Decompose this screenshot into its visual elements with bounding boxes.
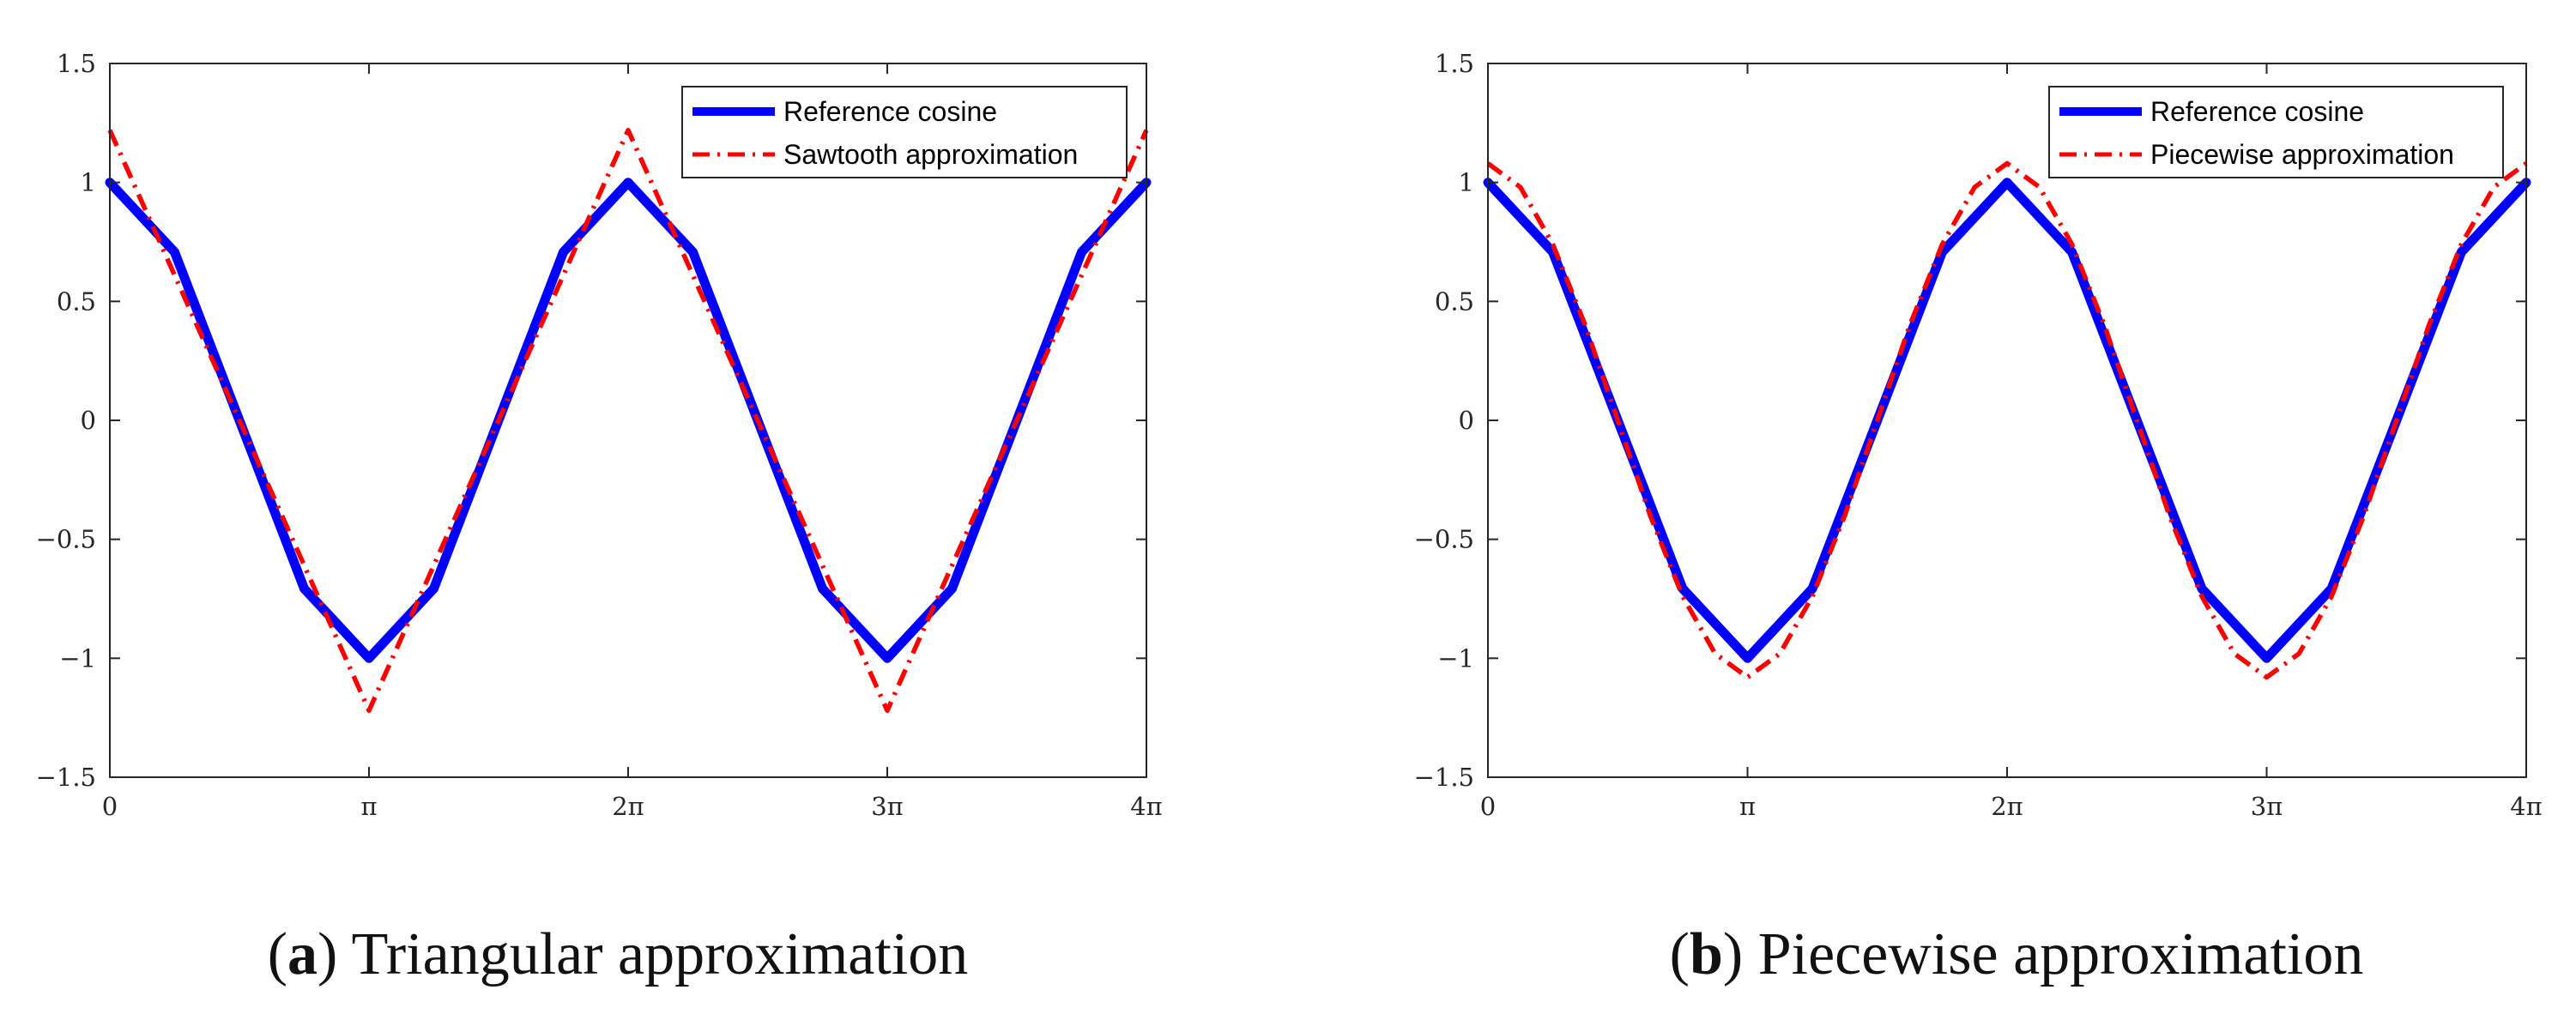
approximation-line xyxy=(107,127,1149,714)
legend-label-0: Reference cosine xyxy=(783,96,997,127)
y-tick-label: 1 xyxy=(1459,168,1474,197)
y-tick-label: −0.5 xyxy=(36,525,96,554)
x-tick-label: 2π xyxy=(1991,792,2023,821)
y-tick-label: −1 xyxy=(59,643,96,673)
caption-close-paren: ) xyxy=(317,921,352,987)
y-tick-label: 1 xyxy=(81,168,96,197)
chart-panel-b: 0 π 2π 3π 4π 1.5 1 0.5 0 −0.5 −1 −1.5 Reference cosi… xyxy=(1414,49,2543,987)
series-1-group xyxy=(1486,160,2528,680)
legend-label-1: Sawtooth approximation xyxy=(783,139,1078,170)
y-tick-label: −0.5 xyxy=(1414,525,1474,554)
caption-text: Triangular approximation xyxy=(352,921,969,987)
panel-caption: (a) Triangular approximation xyxy=(268,921,969,987)
caption-letter: a xyxy=(287,921,317,987)
x-tick-label: 0 xyxy=(1480,792,1496,821)
series-1-group xyxy=(107,127,1149,714)
legend: Reference cosine Sawtooth approximation xyxy=(681,86,1128,178)
y-tick-label: 0 xyxy=(81,406,96,435)
x-tick-label: 2π xyxy=(612,792,644,821)
legend-label-0: Reference cosine xyxy=(2150,96,2364,127)
y-tick-label: −1.5 xyxy=(36,763,96,792)
y-tick-label: 0 xyxy=(1459,406,1474,435)
y-tick-label: 1.5 xyxy=(57,49,96,78)
x-tick-label: π xyxy=(360,792,377,821)
x-tick-label: 0 xyxy=(102,792,118,821)
x-tick-label: 4π xyxy=(1130,792,1163,821)
caption-text: Piecewise approximation xyxy=(1758,921,2364,987)
legend: Reference cosine Piecewise approximation xyxy=(2048,86,2504,178)
caption-open-paren: ( xyxy=(1670,921,1690,987)
chart-panel-a: 0 π 2π 3π 4π 1.5 1 0.5 0 −0.5 −1 −1.5 Reference cosi… xyxy=(36,49,1163,987)
caption-open-paren: ( xyxy=(268,921,287,987)
y-tick-label: −1 xyxy=(1437,643,1474,673)
legend-box xyxy=(681,86,1128,178)
caption-close-paren: ) xyxy=(1723,921,1758,987)
x-tick-label: 3π xyxy=(871,792,904,821)
approximation-line xyxy=(1486,160,2528,680)
y-tick-label: −1.5 xyxy=(1414,763,1474,792)
panel-caption: (b) Piecewise approximation xyxy=(1670,921,2364,987)
x-tick-label: π xyxy=(1739,792,1756,821)
y-tick-label: 0.5 xyxy=(1435,287,1474,316)
series-0-group xyxy=(105,178,1152,663)
caption-letter: b xyxy=(1690,921,1723,987)
x-tick-label: 4π xyxy=(2510,792,2543,821)
y-tick-label: 0.5 xyxy=(57,287,96,316)
legend-box xyxy=(2048,86,2504,178)
series-0-group xyxy=(1483,178,2531,663)
reference-cosine-line xyxy=(1483,178,2531,663)
legend-label-1: Piecewise approximation xyxy=(2150,139,2454,170)
x-tick-label: 3π xyxy=(2251,792,2283,821)
y-tick-label: 1.5 xyxy=(1435,49,1474,78)
reference-cosine-line xyxy=(105,178,1152,663)
